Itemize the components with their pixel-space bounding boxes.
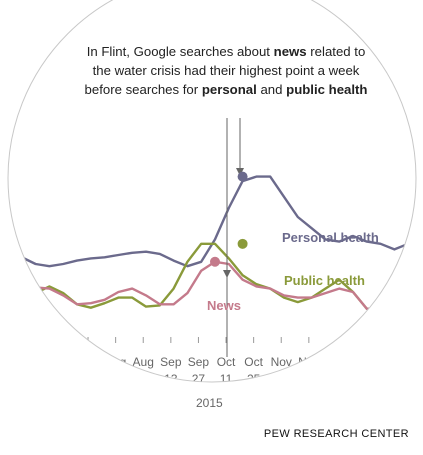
x-tick-day: 27 [192,372,206,386]
x-tick-day: 8 [278,372,285,386]
news-peak-arrowhead [223,270,231,278]
series-line-news [8,260,410,310]
annotation-text: In Flint, Google searches about [86,44,274,59]
x-tick-month: Nov [271,355,292,369]
x-tick-day: 22 [302,372,316,386]
series-line-personal-health [8,175,410,268]
annotation-text: related to the water crisis had their hi… [84,44,366,97]
x-tick-month: Sep [188,355,210,369]
x-tick-day: 16 [109,372,123,386]
annotation-bold-personal: personal [201,82,257,97]
x-tick-day: 25 [247,372,261,386]
highlight-points [210,171,248,267]
x-tick-day: 19 [54,372,68,386]
annotation-bold-public-health: public health [286,82,368,97]
series-labels: Personal health Public health News [207,230,379,313]
x-tick-month: Oct [244,355,263,369]
x-tick-month: Aug [133,355,154,369]
series-lines [8,175,410,310]
x-tick-month: Jul [53,355,68,369]
x-tick-month: Aug [77,355,98,369]
chart-annotation: In Flint, Google searches about news rel… [78,42,374,99]
x-tick-month: Sep [160,355,182,369]
series-label-news: News [207,298,241,313]
year-label: 2015 [196,396,223,410]
series-label-public-health: Public health [284,273,365,288]
annotation-text: and [256,82,287,97]
health-peak-arrowhead [236,168,244,176]
x-tick-month: Oct [217,355,236,369]
x-tick-day: 2 [85,372,92,386]
x-tick-day: 13 [164,372,178,386]
source-credit: PEW RESEARCH CENTER [263,428,409,440]
x-tick-day: 30 [137,372,151,386]
annotation-bold-news: news [273,44,307,59]
magnifier-circle [7,0,417,383]
peak-marker-personal-health [237,171,248,182]
x-tick-day: 11 [220,372,233,386]
series-label-personal-health: Personal health [282,230,379,245]
peak-marker-news [210,256,220,267]
peak-marker-public-health [237,238,248,249]
x-axis-ticks: Jul19Aug2Aug16Aug30Sep13Sep27Oct11Oct25N… [53,337,320,386]
